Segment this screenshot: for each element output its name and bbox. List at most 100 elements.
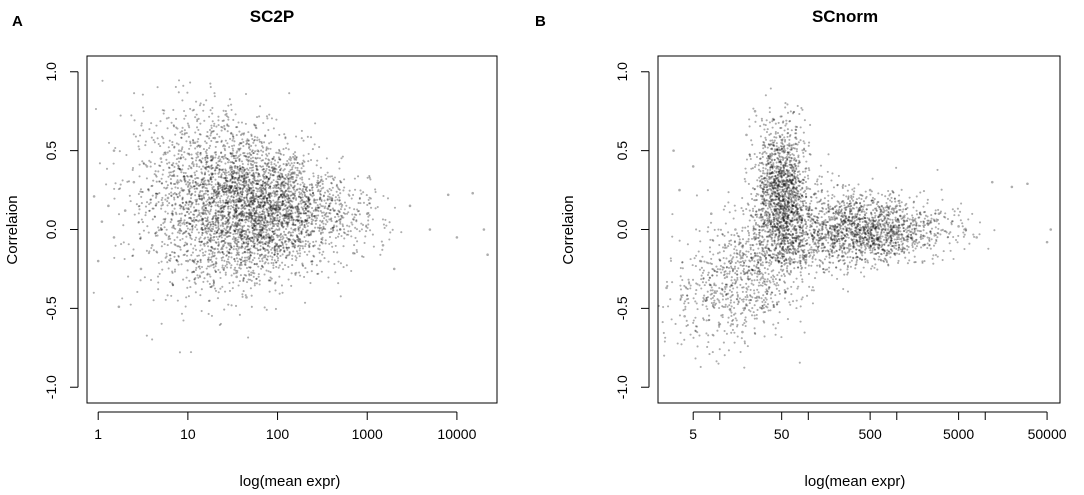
x-tick-label-a: 10: [180, 426, 196, 442]
y-axis-b: -1.0 -0.5 0.0 0.5 1.0: [614, 62, 650, 399]
x-tick-label-b: 500: [858, 426, 882, 442]
x-tick-label-b: 50000: [1028, 426, 1067, 442]
data-point-a: [145, 165, 149, 168]
data-point-a: [482, 228, 486, 231]
points-a: [92, 79, 489, 354]
x-tick-label-a: 1: [94, 426, 102, 442]
data-point-b: [860, 251, 863, 255]
data-point-b: [1049, 228, 1053, 231]
data-point-b: [849, 209, 852, 212]
data-point-b: [895, 204, 899, 208]
data-point-a: [276, 204, 279, 208]
data-point-a: [392, 267, 396, 271]
data-point-b: [937, 212, 941, 216]
data-point-a: [112, 149, 116, 152]
data-point-a: [365, 212, 369, 216]
data-point-b: [793, 157, 796, 160]
data-point-b: [678, 188, 681, 192]
data-point-b: [886, 228, 890, 231]
data-point-a: [117, 305, 121, 309]
data-point-b: [704, 299, 708, 302]
data-point-a: [262, 212, 265, 216]
data-point-a: [446, 193, 450, 197]
y-tick-label-a: 0.5: [43, 141, 59, 161]
data-point-a: [150, 243, 154, 247]
data-point-a: [229, 165, 232, 168]
data-point-b: [1045, 240, 1049, 244]
data-point-b: [990, 180, 994, 184]
y-tick-label-b: -1.0: [614, 375, 630, 399]
data-point-b: [766, 180, 770, 184]
x-tick-label-a: 1000: [352, 426, 383, 442]
data-point-a: [177, 149, 181, 152]
x-tick-label-a: 10000: [437, 426, 476, 442]
data-point-a: [123, 209, 127, 212]
data-point-b: [780, 141, 783, 145]
data-point-a: [112, 236, 116, 239]
y-tick-label-a: -0.5: [43, 296, 59, 320]
data-point-b: [741, 330, 744, 334]
y-tick-label-a: -1.0: [43, 375, 59, 399]
data-point-b: [975, 236, 978, 239]
panel-b-title: SCnorm: [812, 7, 878, 26]
y-tick-label-a: 0.0: [43, 220, 59, 240]
data-point-a: [486, 253, 489, 257]
data-point-b: [683, 314, 686, 318]
y-axis-label-b: Correlaion: [560, 195, 577, 264]
panel-letter-b: B: [535, 13, 546, 30]
data-point-b: [868, 188, 872, 192]
data-point-a: [186, 259, 190, 263]
data-point-a: [193, 141, 197, 145]
y-axis-label-a: Correlaion: [4, 195, 21, 264]
panel-a: A SC2P 1 10 100 1000 10000 -1.0 -0.5 0.0 0.5 1.0…: [4, 7, 498, 490]
data-point-a: [96, 259, 100, 263]
data-point-b: [665, 286, 668, 290]
y-axis-a: -1.0 -0.5 0.0 0.5 1.0: [43, 62, 79, 399]
data-point-a: [139, 267, 143, 271]
data-point-a: [202, 212, 205, 216]
data-point-b: [784, 291, 787, 294]
data-point-b: [745, 133, 748, 137]
data-point-a: [132, 180, 136, 184]
data-point-b: [1010, 185, 1014, 189]
data-point-a: [338, 228, 342, 231]
data-point-a: [213, 188, 217, 192]
data-point-b: [771, 117, 775, 121]
data-point-a: [213, 136, 217, 140]
data-point-a: [222, 243, 225, 247]
x-tick-label-a: 100: [266, 426, 290, 442]
data-point-b: [822, 220, 826, 223]
x-axis-b: 5 50 500 5000 50000: [689, 411, 1067, 442]
data-point-a: [235, 275, 238, 279]
y-tick-label-b: 0.0: [614, 220, 630, 240]
data-point-b: [698, 259, 702, 263]
point-cloud-a: [92, 79, 403, 354]
data-point-b: [753, 109, 757, 113]
data-point-b: [718, 322, 722, 326]
data-point-b: [760, 307, 764, 310]
data-point-a: [245, 296, 248, 299]
data-point-b: [787, 196, 790, 200]
x-axis-a: 1 10 100 1000 10000: [94, 411, 477, 442]
data-point-a: [319, 259, 322, 263]
data-point-b: [957, 225, 960, 228]
x-tick-label-b: 5: [689, 426, 697, 442]
data-point-b: [798, 259, 802, 263]
points-b: [657, 87, 1053, 369]
data-point-a: [159, 157, 163, 160]
data-point-b: [709, 212, 713, 216]
y-tick-label-b: 1.0: [614, 62, 630, 82]
data-point-a: [92, 195, 96, 198]
data-point-a: [381, 243, 385, 247]
data-point-b: [725, 275, 729, 279]
panel-letter-a: A: [12, 13, 23, 30]
plot-frame-a: [86, 55, 498, 404]
plot-frame-b: [657, 55, 1061, 404]
x-axis-label-b: log(mean expr): [805, 473, 906, 490]
data-point-a: [428, 228, 432, 231]
data-point-a: [100, 220, 104, 223]
data-point-a: [408, 204, 412, 208]
data-point-a: [471, 191, 474, 195]
data-point-a: [455, 236, 459, 239]
